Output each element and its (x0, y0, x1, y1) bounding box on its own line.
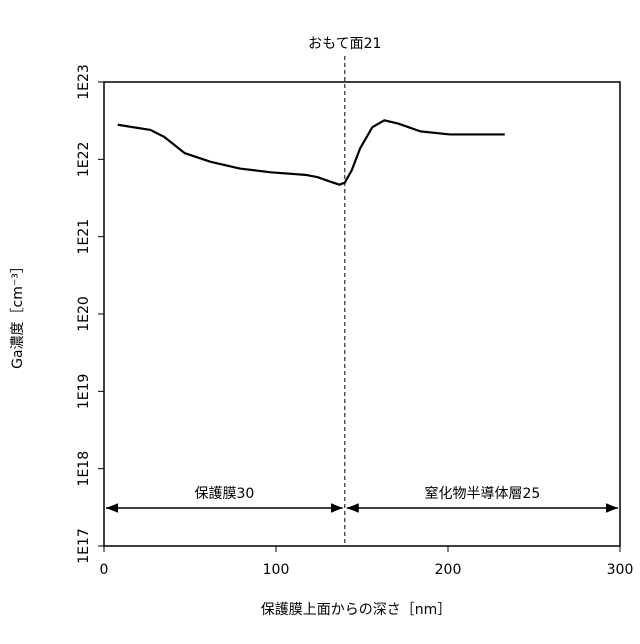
region-label: 窒化物半導体層25 (424, 485, 540, 502)
y-tick-label: 1E17 (76, 528, 92, 564)
data-line (118, 120, 505, 184)
x-tick-label: 100 (263, 562, 290, 578)
y-axis-title: Ga濃度［cm⁻³］ (10, 259, 26, 369)
y-tick-label: 1E19 (76, 374, 92, 410)
x-axis-title: 保護膜上面からの深さ［nm］ (261, 602, 452, 618)
y-tick-label: 1E21 (76, 219, 92, 255)
y-tick-label: 1E20 (76, 296, 92, 332)
x-tick-label: 300 (607, 562, 634, 578)
x-tick-label: 0 (100, 562, 109, 578)
x-tick-label: 200 (435, 562, 462, 578)
y-tick-label: 1E22 (76, 142, 92, 178)
y-tick-label: 1E23 (76, 64, 92, 100)
marker-label: おもて面21 (308, 36, 381, 52)
chart: 保護膜上面からの深さ［nm］ Ga濃度［cm⁻³］ 0 100 200 300 1E17… (0, 0, 640, 640)
y-tick-label: 1E18 (76, 451, 92, 487)
region-label: 保護膜30 (194, 486, 254, 502)
